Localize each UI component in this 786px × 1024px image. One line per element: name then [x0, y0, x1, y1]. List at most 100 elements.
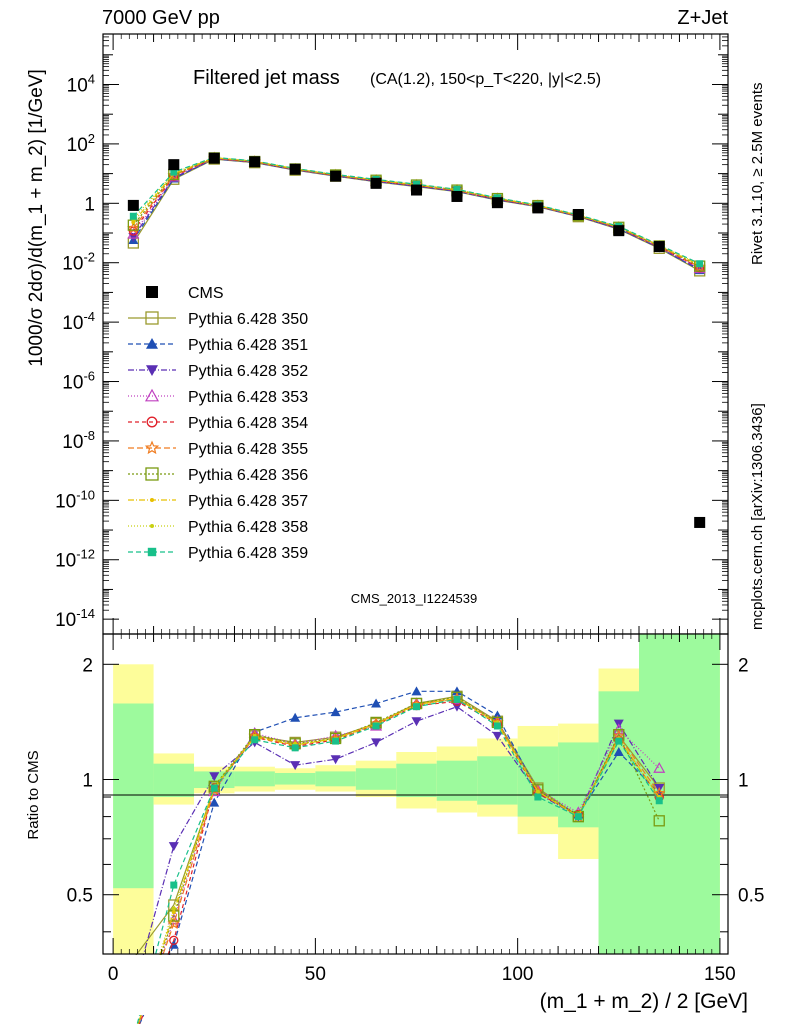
ratio-y-axis-label: Ratio to CMS	[25, 750, 42, 839]
series-marker	[453, 185, 461, 193]
mc-line	[132, 157, 700, 267]
legend-label: Pythia 6.428 358	[188, 519, 308, 536]
chart-title-sub: (CA(1.2), 150<p_T<220, |y|<2.5)	[370, 71, 601, 88]
x-axis: 0 50 100 150	[108, 34, 736, 985]
legend-entry: Pythia 6.428 351	[128, 337, 308, 354]
data-point	[653, 241, 665, 253]
series-marker	[144, 440, 160, 455]
band-green	[517, 746, 559, 817]
series-marker	[251, 736, 259, 744]
series-marker	[145, 311, 159, 325]
series-marker	[146, 416, 158, 428]
series-marker	[696, 260, 704, 268]
legend-label: Pythia 6.428 353	[188, 389, 308, 406]
ratio-y-tick-label-right: 2	[738, 655, 749, 676]
x-tick-label: 150	[704, 964, 736, 985]
y-tick-label: 10-6	[62, 369, 95, 394]
series-marker	[171, 906, 176, 911]
series-marker	[127, 227, 140, 239]
analysis-id: CMS_2013_I1224539	[351, 591, 478, 606]
data-point	[532, 202, 544, 214]
mc-line	[132, 158, 700, 271]
mc-line	[132, 156, 700, 266]
band-green	[639, 634, 720, 954]
y-tick-label: 10-2	[62, 250, 95, 275]
y-tick-label: 10-4	[62, 309, 95, 334]
series-marker	[147, 547, 157, 557]
band-green	[274, 772, 316, 785]
legend-entry: Pythia 6.428 353	[128, 388, 308, 406]
mc-line	[132, 158, 700, 272]
ratio-clip-bottom	[101, 955, 730, 1015]
mc-series	[127, 152, 706, 272]
data-point	[289, 163, 301, 175]
ratio-y-tick-label-right: 1	[738, 771, 749, 792]
series-marker	[332, 737, 340, 745]
series-marker	[613, 747, 624, 757]
series-marker	[574, 813, 582, 821]
mc-line	[132, 157, 700, 270]
mc-series	[127, 151, 706, 273]
ratio-curves	[132, 686, 666, 1024]
series-marker	[453, 695, 461, 703]
data-point	[127, 199, 139, 211]
series-marker	[655, 797, 663, 805]
process-label: Z+Jet	[677, 7, 728, 29]
legend-entry: Pythia 6.428 355	[128, 440, 308, 458]
series-marker	[209, 797, 220, 807]
ratio-line	[136, 698, 660, 1024]
ratio-plot-frame	[102, 633, 729, 955]
series-marker	[493, 722, 501, 730]
data-point	[694, 516, 706, 528]
x-tick-label: 100	[502, 964, 534, 985]
series-marker	[150, 498, 154, 502]
legend-label: Pythia 6.428 352	[188, 363, 308, 380]
legend-entry: Pythia 6.428 359	[128, 545, 308, 562]
legend: CMS Pythia 6.428 350 Pythia 6.428 351 Pythi…	[128, 285, 308, 562]
band-green	[436, 760, 478, 801]
ratio-y-tick-label: 2	[82, 655, 93, 676]
y-tick-label: 10-8	[62, 428, 95, 453]
y-tick-label: 1	[84, 194, 95, 215]
series-marker	[330, 707, 341, 717]
chart-title-main: Filtered jet mass	[193, 67, 340, 89]
data-points	[127, 152, 706, 528]
ratio-line	[137, 697, 660, 1024]
series-marker	[167, 168, 180, 181]
data-point	[451, 190, 463, 202]
main-plot-frame	[102, 33, 729, 635]
band-green	[477, 756, 518, 805]
chart-title: Filtered jet mass	[193, 67, 340, 89]
mc-line	[132, 158, 700, 270]
series-marker	[534, 793, 542, 801]
main-plot-panel: 104 102 1 10-2 10-4 10-6 10-8 10-10 10-12 10-14	[55, 33, 729, 635]
series-marker	[371, 738, 382, 748]
mc-line	[132, 157, 700, 266]
series-marker	[535, 789, 540, 794]
band-green	[396, 763, 437, 798]
x-tick-label: 0	[108, 964, 119, 985]
y-tick-label: 102	[67, 131, 95, 156]
legend-label: Pythia 6.428 356	[188, 467, 308, 484]
series-marker	[168, 842, 179, 852]
mc-line	[132, 157, 700, 268]
data-point	[330, 170, 342, 182]
series-marker	[413, 180, 421, 188]
mc-line	[132, 157, 700, 269]
series-marker	[129, 212, 137, 220]
band-green	[234, 771, 275, 787]
series-marker	[150, 524, 154, 528]
series-marker	[145, 467, 159, 481]
legend-entry-data: CMS	[146, 285, 224, 302]
series-marker	[290, 761, 301, 771]
legend-label: Pythia 6.428 357	[188, 493, 308, 510]
series-marker	[170, 881, 178, 889]
series-marker	[411, 686, 422, 696]
data-point	[411, 184, 423, 196]
series-marker	[492, 731, 503, 741]
series-marker	[291, 744, 299, 752]
series-marker	[330, 755, 341, 765]
data-point	[208, 152, 220, 164]
band-green	[153, 763, 195, 798]
series-marker	[210, 784, 218, 792]
